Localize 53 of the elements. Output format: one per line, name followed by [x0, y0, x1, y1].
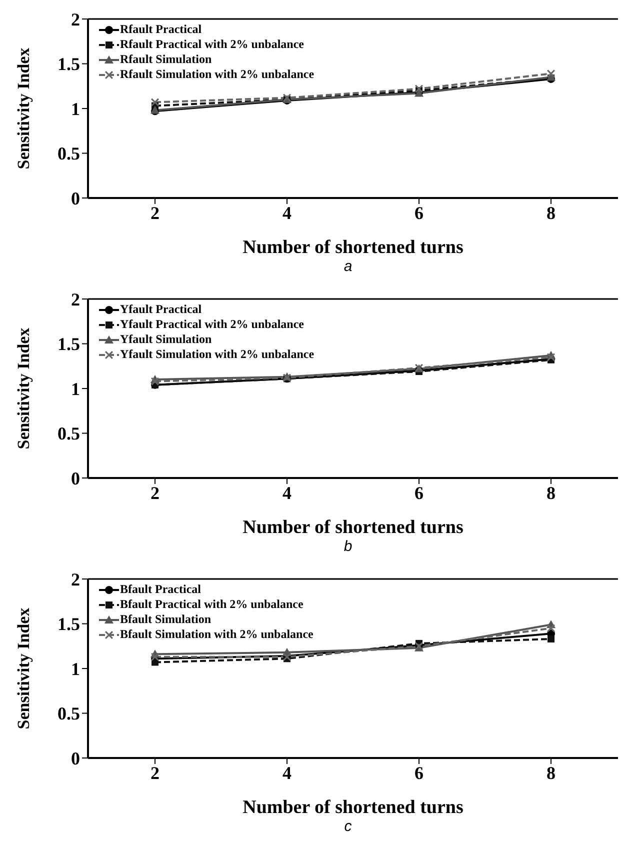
- x-axis-title: Number of shortened turns: [242, 237, 464, 258]
- legend-label: Rfault Practical with 2% unbalance: [120, 37, 304, 52]
- text: b: [342, 538, 354, 557]
- x-tick-label: 2: [150, 482, 160, 503]
- y-tick-label: 2: [71, 289, 80, 310]
- text: c: [343, 818, 353, 837]
- legend-label: Rfault Simulation: [120, 52, 212, 67]
- y-tick-label: 0: [71, 748, 80, 768]
- y-tick-label: 2: [71, 9, 80, 30]
- y-tick-label: 1.5: [58, 614, 80, 634]
- legend-label: Yfault Practical: [120, 302, 202, 317]
- x-tick-label: 2: [150, 762, 160, 783]
- point: [151, 98, 159, 106]
- x-tick-label: 4: [282, 762, 292, 783]
- text: a: [342, 258, 354, 277]
- y-axis-title: Sensitivity Index: [14, 327, 34, 450]
- x-tick-label: 8: [546, 762, 556, 783]
- legend-label: Yfault Simulation: [120, 332, 212, 347]
- point: [547, 70, 555, 78]
- y-tick-label: 1.5: [58, 334, 80, 354]
- legend-label: Bfault Practical: [120, 582, 201, 597]
- x-tick-label: 6: [414, 482, 424, 503]
- y-tick-label: 0.5: [58, 144, 80, 164]
- x-tick-label: 6: [414, 762, 424, 783]
- legend-label: Rfault Simulation with 2% unbalance: [120, 67, 314, 82]
- y-tick-label: 2: [71, 569, 80, 590]
- y-tick-label: 1: [71, 98, 80, 119]
- x-tick-label: 6: [414, 202, 424, 223]
- y-tick-label: 1: [71, 378, 80, 399]
- x-tick-label: 8: [546, 482, 556, 503]
- x-axis-title: Number of shortened turns: [242, 797, 464, 818]
- y-axis-title: Sensitivity Index: [14, 607, 34, 730]
- point: [415, 84, 423, 93]
- y-tick-label: 0: [71, 188, 80, 208]
- legend-label: Yfault Practical with 2% unbalance: [120, 317, 304, 332]
- x-axis-title: Number of shortened turns: [242, 517, 464, 538]
- legend-label: Bfault Simulation: [120, 612, 212, 627]
- y-tick-label: 0.5: [58, 424, 80, 444]
- legend-label: Yfault Simulation with 2% unbalance: [120, 347, 314, 362]
- x-tick-label: 4: [282, 202, 292, 223]
- legend-label: Bfault Practical with 2% unbalance: [120, 597, 304, 612]
- point: [548, 635, 554, 642]
- y-tick-label: 1: [71, 658, 80, 679]
- y-tick-label: 0.5: [58, 704, 80, 724]
- x-tick-label: 4: [282, 482, 292, 503]
- x-tick-label: 2: [150, 202, 160, 223]
- y-tick-label: 1.5: [58, 54, 80, 74]
- legend-label: Rfault Practical: [120, 22, 202, 37]
- legend-label: Bfault Simulation with 2% unbalance: [120, 627, 314, 642]
- x-tick-label: 8: [546, 202, 556, 223]
- y-tick-label: 0: [71, 468, 80, 488]
- y-axis-title: Sensitivity Index: [14, 47, 34, 170]
- point: [547, 624, 555, 632]
